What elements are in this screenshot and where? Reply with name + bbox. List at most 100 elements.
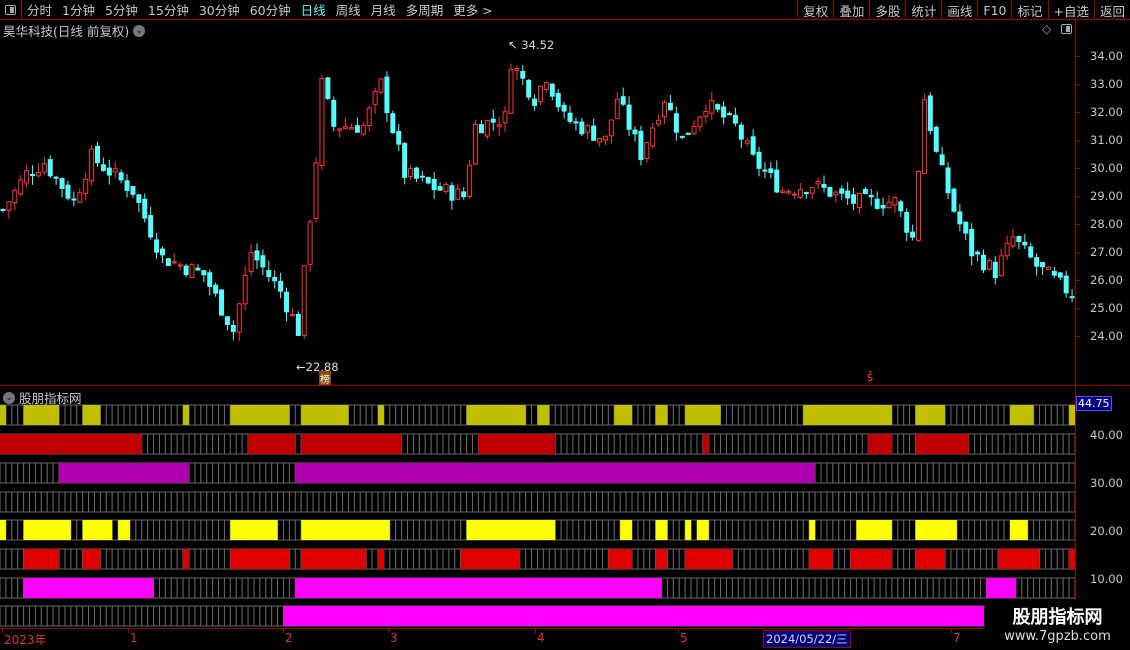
period-tab[interactable]: 30分钟 (198, 3, 240, 18)
grid-cell (0, 548, 7, 570)
grid-cell (926, 462, 934, 484)
grid-cell (779, 433, 787, 455)
grid-cell (832, 491, 840, 513)
candle (1004, 235, 1010, 260)
grid-cell (5, 491, 13, 513)
indicator-segment (998, 549, 1040, 569)
toolbar-button[interactable]: 复权 (797, 0, 833, 20)
grid-cell (974, 491, 981, 513)
grid-cell (17, 577, 25, 599)
period-tab[interactable]: 更多 > (453, 3, 493, 18)
price-label: 24.00 (1090, 329, 1123, 343)
grid-cell (649, 433, 657, 455)
period-tab[interactable]: 多周期 (405, 3, 444, 18)
period-tab[interactable]: 60分钟 (249, 3, 291, 18)
indicator-segment (295, 578, 662, 598)
indicator-panel[interactable] (0, 400, 1075, 640)
grid-cell (141, 404, 149, 426)
toolbar-button[interactable]: +自选 (1047, 0, 1094, 20)
grid-cell (1039, 577, 1046, 599)
toolbar-button[interactable]: 返回 (1093, 0, 1130, 20)
grid-cell (737, 433, 745, 455)
indicator-segment (1069, 405, 1075, 425)
candle (721, 101, 727, 125)
grid-cell (767, 433, 775, 455)
grid-cell (147, 548, 155, 570)
candle-body (77, 192, 83, 203)
grid-cell (861, 577, 869, 599)
grid-cell (359, 491, 367, 513)
toolbar-button[interactable]: 统计 (905, 0, 941, 20)
period-tab[interactable]: 5分钟 (104, 3, 138, 18)
candle-body (478, 124, 484, 134)
grid-cell (407, 433, 414, 455)
candle (360, 122, 366, 137)
grid-cell (537, 491, 544, 513)
grid-cell (820, 433, 828, 455)
period-tab[interactable]: 15分钟 (147, 3, 189, 18)
candle (851, 187, 857, 211)
chevron-down-icon[interactable]: ⌄ (3, 391, 15, 404)
toolbar-button[interactable]: 叠加 (833, 0, 869, 20)
candlestick-chart[interactable] (0, 20, 1075, 385)
grid-cell (218, 491, 225, 513)
indicator-segment (466, 405, 526, 425)
grid-cell (5, 404, 13, 426)
panel-icon[interactable] (1061, 24, 1072, 34)
grid-cell (767, 491, 775, 513)
grid-cell (365, 404, 373, 426)
grid-cell (1015, 577, 1023, 599)
grid-cell (158, 491, 166, 513)
grid-cell (850, 433, 857, 455)
grid-cell (241, 462, 249, 484)
candle-body (236, 303, 242, 333)
grid-cell (838, 491, 846, 513)
candle-body (768, 168, 774, 173)
indicator-segment (0, 434, 142, 454)
grid-cell (170, 491, 178, 513)
grid-cell (590, 491, 598, 513)
toolbar-button[interactable]: 画线 (941, 0, 977, 20)
toolbar-button[interactable]: 多股 (869, 0, 905, 20)
toolbar-button[interactable]: 标记 (1011, 0, 1047, 20)
candle (904, 208, 910, 242)
candle (18, 175, 24, 197)
grid-cell (29, 491, 36, 513)
grid-cell (158, 577, 166, 599)
badge-icon[interactable]: 榜 (319, 371, 331, 386)
grid-cell (678, 491, 686, 513)
grid-cell (796, 491, 804, 513)
candle (354, 117, 360, 133)
grid-cell (158, 519, 166, 541)
grid-cell (607, 433, 615, 455)
grid-cell (525, 491, 533, 513)
grid-cell (666, 577, 674, 599)
period-tab[interactable]: 月线 (370, 3, 396, 18)
candle (691, 120, 697, 135)
chevron-down-icon[interactable]: ⌄ (133, 24, 146, 37)
period-tab[interactable]: 周线 (335, 3, 361, 18)
candle (443, 182, 449, 194)
candle-body (278, 280, 284, 292)
grid-cell (820, 519, 828, 541)
period-tab[interactable]: 1分钟 (62, 3, 95, 18)
grid-cell (170, 433, 178, 455)
grid-cell (666, 404, 674, 426)
grid-cell (5, 577, 13, 599)
candle (986, 257, 992, 271)
grid-cell (909, 548, 917, 570)
grid-cell (1033, 433, 1041, 455)
watermark: 股朋指标网 www.7gpzb.com (985, 600, 1130, 650)
candle-body (797, 189, 803, 198)
grid-cell (253, 462, 261, 484)
grid-cell (1003, 462, 1011, 484)
candle (154, 232, 160, 259)
period-tab[interactable]: 日线 (300, 3, 326, 18)
candle-body (744, 140, 750, 144)
candle-body (732, 114, 738, 124)
toolbar-button[interactable]: F10 (977, 0, 1011, 20)
grid-cell (944, 577, 952, 599)
panel-toggle-button[interactable] (0, 0, 22, 20)
diamond-icon[interactable]: ◇ (1042, 22, 1052, 36)
period-tab[interactable]: 分时 (27, 3, 53, 18)
